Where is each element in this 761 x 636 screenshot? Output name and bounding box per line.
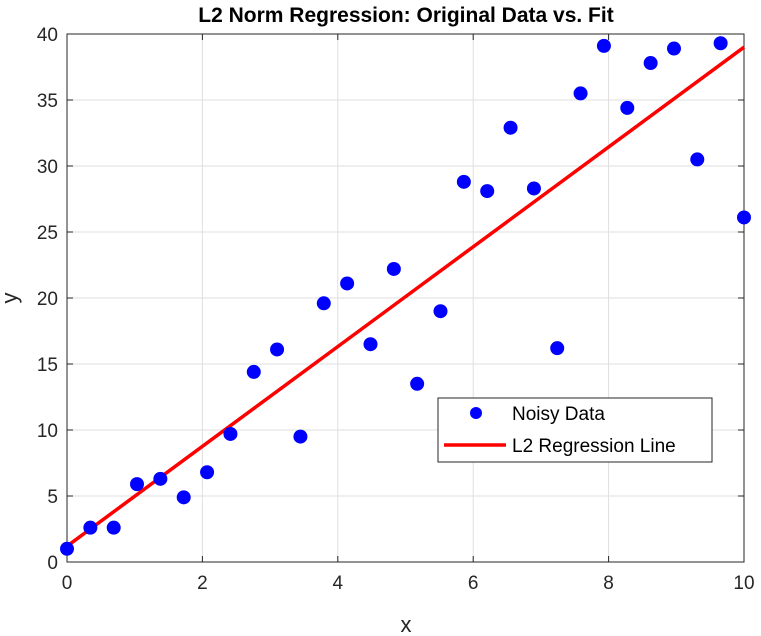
x-tick-label: 2: [197, 573, 208, 594]
x-tick-label: 8: [603, 573, 614, 594]
data-point: [130, 477, 145, 492]
data-point: [550, 341, 565, 356]
y-tick-label: 25: [37, 223, 58, 244]
data-point: [223, 426, 238, 441]
y-tick-label: 40: [37, 25, 58, 46]
data-point: [363, 337, 378, 352]
data-point: [433, 304, 448, 319]
x-tick-label: 6: [468, 573, 479, 594]
y-tick-label: 20: [37, 289, 58, 310]
x-tick-label: 4: [333, 573, 344, 594]
data-points-layer: [60, 36, 751, 556]
data-point: [690, 152, 705, 167]
data-point: [340, 276, 355, 291]
data-point: [60, 541, 74, 556]
y-tick-label: 10: [37, 421, 58, 442]
ticks: 0 2 4 6 8 10 0 5 10 15 20 25 30 35 40: [37, 25, 755, 594]
y-tick-label: 0: [47, 553, 58, 574]
y-tick-label: 5: [47, 487, 58, 508]
data-point: [503, 120, 518, 135]
y-tick-label: 15: [37, 355, 58, 376]
data-point: [106, 520, 121, 535]
data-point: [386, 261, 401, 276]
data-point: [573, 86, 588, 101]
data-point: [480, 184, 495, 199]
legend: Noisy Data L2 Regression Line: [437, 397, 713, 463]
x-axis-label: x: [401, 612, 412, 636]
x-tick-label: 10: [733, 573, 754, 594]
data-point: [200, 465, 215, 480]
legend-label-regression-line: L2 Regression Line: [512, 436, 676, 457]
data-point: [456, 174, 471, 189]
legend-marker-noisy-data: [470, 407, 482, 419]
data-point: [83, 520, 98, 535]
data-point: [526, 181, 541, 196]
x-tick-label: 0: [62, 573, 73, 594]
data-point: [737, 210, 751, 225]
legend-box: [437, 397, 713, 463]
chart-title: L2 Norm Regression: Original Data vs. Fi…: [198, 4, 613, 27]
data-point: [643, 56, 658, 71]
y-tick-label: 35: [37, 91, 58, 112]
y-axis-label: y: [0, 293, 22, 304]
data-point: [316, 296, 331, 311]
data-point: [270, 342, 285, 357]
data-point: [666, 41, 681, 56]
y-tick-label: 30: [37, 157, 58, 178]
data-point: [596, 38, 611, 53]
data-point: [246, 364, 261, 379]
data-point: [153, 471, 168, 486]
regression-line-layer: [65, 45, 746, 548]
data-point: [293, 429, 308, 444]
data-point: [176, 490, 191, 505]
data-point: [713, 36, 728, 51]
data-point: [410, 376, 425, 391]
legend-label-noisy-data: Noisy Data: [512, 404, 605, 425]
regression-line: [65, 45, 746, 548]
data-point: [620, 100, 635, 115]
